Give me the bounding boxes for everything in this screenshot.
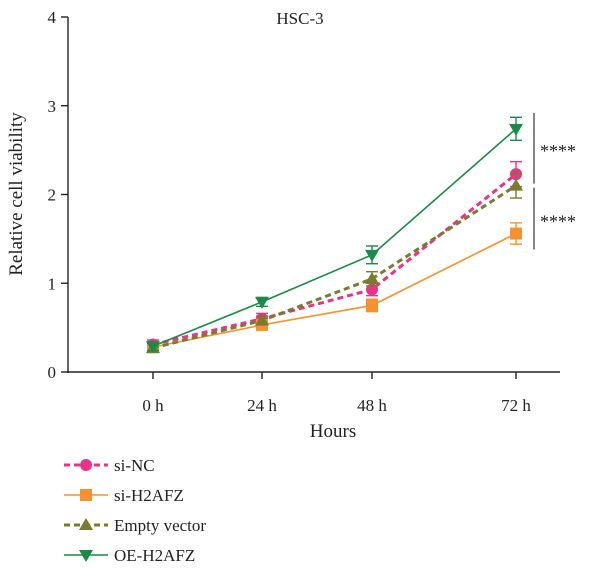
series-3 [146, 116, 523, 354]
y-tick-label: 4 [48, 8, 57, 27]
legend-label: si-H2AFZ [114, 486, 184, 505]
annotation-layer: **** **** [533, 112, 576, 250]
data-point [509, 123, 523, 136]
legend-item-1: si-H2AFZ [64, 486, 184, 505]
series-line [152, 172, 517, 346]
x-axis-label: Hours [310, 421, 356, 442]
series-layer [146, 116, 523, 354]
significance-label: **** [540, 212, 576, 232]
y-tick-label: 0 [48, 363, 57, 382]
legend-label: OE-H2AFZ [114, 546, 195, 565]
legend-item-0: si-NC [64, 456, 155, 475]
data-point [255, 313, 269, 326]
data-point [255, 296, 269, 309]
y-tick-label: 1 [48, 274, 57, 293]
legend-item-2: Empty vector [64, 516, 206, 535]
data-point [509, 178, 523, 191]
y-axis-label: Relative cell viability [6, 112, 27, 276]
significance-label: **** [540, 141, 576, 161]
data-point [365, 249, 379, 262]
legend-marker [80, 489, 92, 501]
y-tick-label: 2 [48, 186, 57, 205]
y-tick-label: 3 [48, 97, 57, 116]
series-line [152, 184, 517, 350]
legend-label: si-NC [114, 456, 155, 475]
legend-item-3: OE-H2AFZ [64, 546, 195, 565]
chart-title: HSC-3 [276, 9, 323, 28]
x-tick-label: 48 h [357, 396, 387, 415]
legend: si-NC si-H2AFZ Empty vector OE-H2AFZ [64, 456, 206, 565]
x-tick-label: 0 h [142, 396, 164, 415]
data-point [510, 227, 522, 240]
x-tick-label: 72 h [501, 396, 531, 415]
axes: 0 1 2 3 4 0 h 24 h 48 h 72 h [48, 8, 560, 415]
series-0 [147, 160, 522, 351]
data-point [366, 299, 378, 312]
legend-marker [79, 518, 93, 530]
data-point [365, 271, 379, 284]
series-line [152, 232, 517, 348]
data-point [146, 341, 160, 354]
legend-marker [79, 550, 93, 562]
legend-marker [80, 459, 92, 471]
x-tick-label: 24 h [247, 396, 277, 415]
series-line [152, 128, 517, 348]
legend-label: Empty vector [114, 516, 206, 535]
